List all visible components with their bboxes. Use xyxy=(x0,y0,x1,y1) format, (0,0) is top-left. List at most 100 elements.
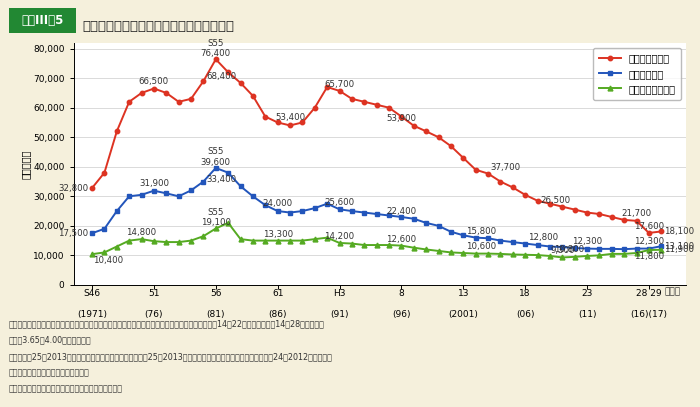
Text: (1971): (1971) xyxy=(77,310,107,319)
スギ素材価格 xyxy=(372,212,381,217)
カラマツ素材価格 xyxy=(595,253,603,258)
カラマツ素材価格 xyxy=(509,252,517,257)
カラマツ素材価格 xyxy=(248,238,257,243)
ヒノキ素材価格 xyxy=(447,144,455,149)
スギ素材価格 xyxy=(632,246,640,251)
カラマツ素材価格 xyxy=(447,250,455,255)
スギ素材価格 xyxy=(657,244,666,249)
ヒノキ素材価格 xyxy=(199,79,208,83)
Text: S55
76,400: S55 76,400 xyxy=(201,39,231,58)
スギ素材価格 xyxy=(274,209,282,214)
ヒノキ素材価格 xyxy=(323,85,331,90)
カラマツ素材価格 xyxy=(410,245,418,250)
スギ素材価格 xyxy=(187,188,195,193)
スギ素材価格 xyxy=(348,209,356,214)
カラマツ素材価格 xyxy=(348,241,356,246)
カラマツ素材価格 xyxy=(372,243,381,247)
スギ素材価格 xyxy=(595,246,603,251)
カラマツ素材価格 xyxy=(150,239,158,244)
スギ素材価格 xyxy=(471,235,480,240)
ヒノキ素材価格 xyxy=(645,230,653,235)
カラマツ素材価格 xyxy=(397,243,405,248)
カラマツ素材価格 xyxy=(113,244,121,249)
Text: 13,100: 13,100 xyxy=(664,242,694,251)
カラマツ素材価格 xyxy=(558,255,566,260)
カラマツ素材価格 xyxy=(620,252,629,256)
スギ素材価格 xyxy=(224,170,232,175)
スギ素材価格 xyxy=(323,201,331,206)
Text: 13,300: 13,300 xyxy=(262,230,293,239)
Text: 10,400: 10,400 xyxy=(93,256,123,265)
Line: ヒノキ素材価格: ヒノキ素材価格 xyxy=(90,57,664,235)
Text: 17,500: 17,500 xyxy=(58,229,88,238)
カラマツ素材価格 xyxy=(645,247,653,252)
Legend: ヒノキ素材価格, スギ素材価格, カラマツ素材価格: ヒノキ素材価格, スギ素材価格, カラマツ素材価格 xyxy=(594,48,681,100)
Text: 11,800: 11,800 xyxy=(634,252,664,261)
Text: 31,900: 31,900 xyxy=(139,179,169,188)
Text: S55
19,100: S55 19,100 xyxy=(201,208,231,228)
スギ素材価格 xyxy=(237,184,245,189)
Text: 12,800: 12,800 xyxy=(528,233,558,242)
ヒノキ素材価格 xyxy=(125,99,134,104)
ヒノキ素材価格 xyxy=(533,198,542,203)
スギ素材価格 xyxy=(620,247,629,252)
Text: 37,700: 37,700 xyxy=(491,163,521,172)
スギ素材価格 xyxy=(521,241,529,246)
カラマツ素材価格 xyxy=(496,252,505,256)
Text: 12,300: 12,300 xyxy=(572,237,602,246)
スギ素材価格 xyxy=(261,203,270,208)
ヒノキ素材価格 xyxy=(187,96,195,101)
カラマツ素材価格 xyxy=(237,237,245,242)
ヒノキ素材価格 xyxy=(372,102,381,107)
Text: (81): (81) xyxy=(206,310,225,319)
ヒノキ素材価格 xyxy=(558,204,566,209)
ヒノキ素材価格 xyxy=(657,229,666,234)
Text: (2001): (2001) xyxy=(448,310,478,319)
カラマツ素材価格 xyxy=(211,226,220,231)
スギ素材価格 xyxy=(608,246,616,251)
ヒノキ素材価格 xyxy=(397,114,405,119)
ヒノキ素材価格 xyxy=(620,217,629,222)
カラマツ素材価格 xyxy=(335,241,344,245)
ヒノキ素材価格 xyxy=(632,219,640,223)
スギ素材価格 xyxy=(298,209,307,214)
スギ素材価格 xyxy=(459,233,468,238)
カラマツ素材価格 xyxy=(632,251,640,256)
スギ素材価格 xyxy=(113,209,121,214)
スギ素材価格 xyxy=(397,214,405,219)
カラマツ素材価格 xyxy=(471,251,480,256)
Line: カラマツ素材価格: カラマツ素材価格 xyxy=(90,221,664,260)
カラマツ素材価格 xyxy=(274,238,282,243)
スギ素材価格 xyxy=(137,193,146,197)
Text: (16)(17): (16)(17) xyxy=(631,310,667,319)
カラマツ素材価格 xyxy=(88,252,97,257)
カラマツ素材価格 xyxy=(174,240,183,245)
スギ素材価格 xyxy=(248,194,257,199)
カラマツ素材価格 xyxy=(286,238,294,243)
Text: 10,600: 10,600 xyxy=(466,242,496,251)
Text: 68,400: 68,400 xyxy=(206,72,237,81)
カラマツ素材価格 xyxy=(323,235,331,240)
スギ素材価格 xyxy=(174,194,183,199)
ヒノキ素材価格 xyxy=(100,170,108,175)
Text: 9,300: 9,300 xyxy=(550,246,575,255)
ヒノキ素材価格 xyxy=(434,135,442,140)
スギ素材価格 xyxy=(570,245,579,250)
ヒノキ素材価格 xyxy=(509,185,517,190)
スギ素材価格 xyxy=(484,236,492,241)
Text: （年）: （年） xyxy=(664,287,680,296)
ヒノキ素材価格 xyxy=(137,90,146,95)
Text: 53,900: 53,900 xyxy=(386,114,416,123)
Text: スギ・ヒノキ・カラマツの素材価格の推移: スギ・ヒノキ・カラマツの素材価格の推移 xyxy=(83,20,234,33)
スギ素材価格 xyxy=(533,243,542,247)
スギ素材価格 xyxy=(496,238,505,243)
Text: 18,100: 18,100 xyxy=(664,227,694,236)
Text: データと必ずしも連続しない。: データと必ずしも連続しない。 xyxy=(9,368,90,377)
Text: 32,800: 32,800 xyxy=(58,184,88,193)
Text: 資料：農林水産省「木材需給報告書」、「木材価格」: 資料：農林水産省「木材需給報告書」、「木材価格」 xyxy=(9,385,123,394)
スギ素材価格 xyxy=(286,210,294,215)
スギ素材価格 xyxy=(125,194,134,199)
ヒノキ素材価格 xyxy=(484,171,492,176)
カラマツ素材価格 xyxy=(583,254,592,258)
ヒノキ素材価格 xyxy=(274,120,282,125)
